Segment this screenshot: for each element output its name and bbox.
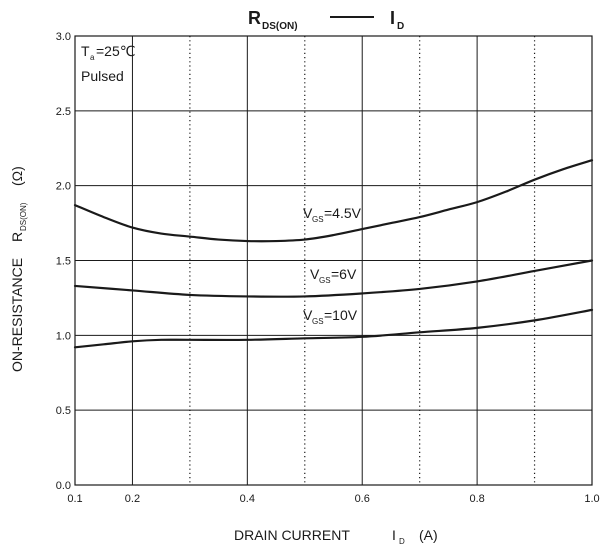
x-tick-label: 0.1 (67, 493, 82, 505)
series-label-sub: GS (319, 276, 331, 285)
y-tick-label: 1.0 (56, 330, 71, 342)
title-i: I (390, 8, 395, 28)
series-label-value: =4.5V (324, 205, 362, 221)
temp-subscript: a (90, 53, 95, 62)
y-tick-label: 0.0 (56, 480, 71, 492)
temp-symbol: T (81, 43, 90, 59)
y-axis-label-unit: (Ω) (9, 166, 25, 186)
series-label-main: V (310, 266, 320, 282)
y-tick-label: 3.0 (56, 31, 71, 43)
y-axis-label-symbol: R (9, 232, 25, 242)
series-label-4-5v: V GS =4.5V (303, 205, 362, 224)
series-line-0 (73, 159, 594, 243)
x-tick-label: 0.8 (469, 493, 484, 505)
x-tick-label: 1.0 (584, 493, 599, 505)
chart-title: R DS(ON) I D (248, 8, 404, 32)
series-label-main: V (303, 205, 313, 221)
x-axis-label-symbol: I (392, 527, 396, 543)
y-axis-label: ON-RESISTANCE R DS(ON) (Ω) (9, 166, 28, 372)
y-tick-label: 2.5 (56, 106, 71, 118)
series-label-main: V (303, 307, 313, 323)
series-label-value: =10V (324, 307, 358, 323)
y-tick-label: 2.0 (56, 181, 71, 193)
x-axis-label-main: DRAIN CURRENT (234, 527, 350, 543)
series-label-value: =6V (331, 266, 357, 282)
series-line-2 (73, 308, 594, 349)
grid-lines (75, 36, 592, 485)
x-axis-label-subscript: D (399, 537, 405, 546)
series-label-sub: GS (312, 215, 324, 224)
series-label-10v: V GS =10V (303, 307, 358, 326)
series-label-6v: V GS =6V (310, 266, 357, 285)
y-tick-label: 0.5 (56, 405, 71, 417)
temp-value: =25℃ (96, 43, 135, 59)
pulsed-label: Pulsed (81, 68, 124, 84)
y-axis-label-main: ON-RESISTANCE (9, 258, 25, 372)
x-tick-labels: 0.1 0.2 0.4 0.6 0.8 1.0 (67, 493, 599, 505)
title-r: R (248, 8, 261, 28)
series-lines (73, 159, 594, 349)
x-axis-label-unit: (A) (419, 527, 438, 543)
y-tick-labels: 0.0 0.5 1.0 1.5 2.0 2.5 3.0 (56, 31, 71, 492)
y-tick-label: 1.5 (56, 256, 71, 268)
condition-annotation: T a =25℃ Pulsed (81, 43, 135, 84)
y-axis-label-subscript: DS(ON) (19, 202, 28, 231)
x-tick-label: 0.2 (125, 493, 140, 505)
x-axis-label: DRAIN CURRENT I D (A) (234, 527, 438, 546)
series-label-sub: GS (312, 317, 324, 326)
title-r-sub: DS(ON) (262, 21, 298, 32)
x-tick-label: 0.4 (240, 493, 255, 505)
series-line-1 (73, 259, 594, 298)
x-tick-label: 0.6 (355, 493, 370, 505)
title-i-sub: D (397, 21, 404, 32)
